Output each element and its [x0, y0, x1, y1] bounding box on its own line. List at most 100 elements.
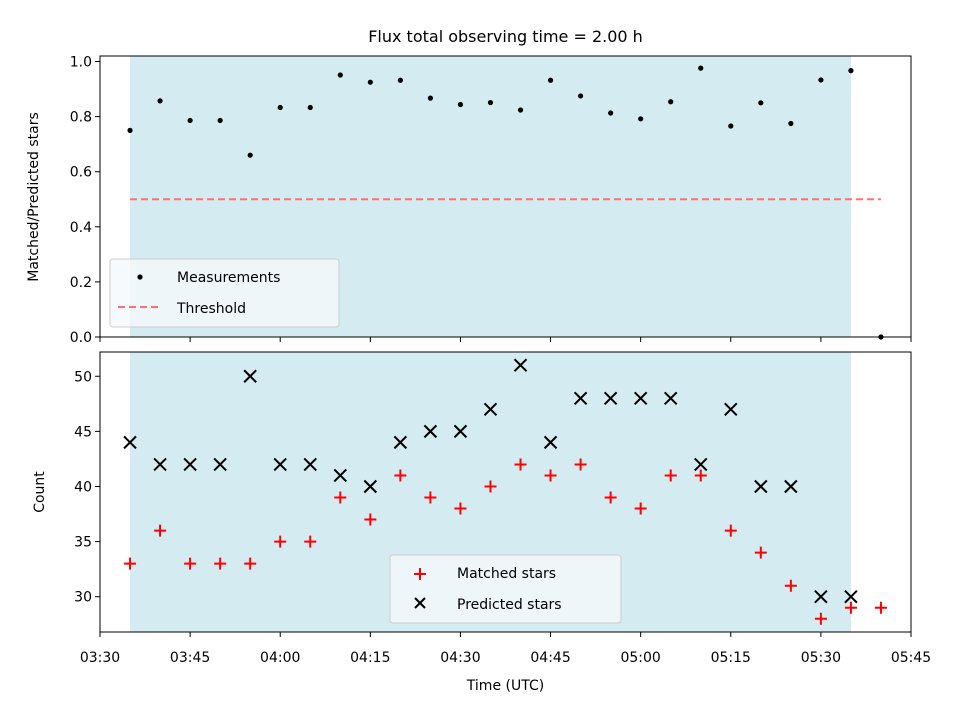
matched-star-point [514, 458, 527, 471]
matched-star-point [574, 458, 587, 471]
ratio-y-tick-label: 0.2 [70, 275, 92, 291]
measurement-point [758, 100, 764, 106]
measurement-point [788, 120, 794, 127]
x-tick-label: 05:00 [620, 650, 660, 666]
measurement-point [698, 65, 704, 71]
ratio-panel: 0.0 0.2 0.4 0.6 0.8 1.0 Matched/Predicted sta… [26, 55, 912, 346]
matched-star-point [244, 557, 257, 570]
count-y-tick-label: 35 [74, 535, 92, 551]
predicted-star-point [754, 479, 768, 494]
measurement-point [277, 104, 283, 111]
count-y-tick-label: 30 [74, 590, 92, 606]
legend-threshold-label: Threshold [176, 301, 246, 317]
predicted-star-point [814, 590, 828, 604]
matched-star-point [274, 535, 287, 548]
x-tick-label: 05:30 [801, 650, 841, 666]
matched-star-point [664, 469, 677, 482]
measurement-point [608, 110, 614, 116]
count-legend: Matched stars Predicted stars [389, 554, 622, 624]
measurement-point [638, 116, 644, 122]
measurement-point [517, 107, 524, 113]
x-axis-label: Time (UTC) [466, 678, 544, 694]
predicted-star-point [633, 391, 648, 406]
measurement-point [157, 98, 163, 104]
matched-star-point [544, 469, 557, 482]
measurement-point [848, 68, 854, 74]
matched-star-point [364, 513, 377, 526]
predicted-star-point [844, 590, 858, 604]
predicted-star-point [273, 457, 287, 472]
x-tick-label: 04:45 [530, 650, 570, 666]
predicted-star-point [483, 402, 498, 417]
count-panel: 30 35 40 45 50 03:30 03:45 04:00 04:15 04:30 04:4… [32, 351, 931, 694]
legend-measurements-label: Measurements [177, 270, 280, 286]
measurement-point [547, 77, 554, 83]
measurement-point [367, 79, 373, 85]
measurement-point [397, 77, 403, 83]
predicted-star-point [393, 435, 408, 450]
measurement-point [427, 95, 434, 101]
predicted-star-point [333, 468, 348, 483]
predicted-star-point [453, 424, 468, 439]
matched-star-point [304, 535, 317, 548]
ratio-y-tick-label: 0.8 [70, 110, 92, 126]
matched-star-point [334, 491, 347, 504]
legend-predicted-label: Predicted stars [457, 597, 562, 613]
measurement-point [247, 152, 253, 158]
matched-star-point [694, 469, 707, 482]
count-plot-frame [99, 351, 912, 633]
matched-star-point [874, 601, 887, 614]
legend-predicted-marker [414, 597, 426, 609]
matched-star-point [844, 601, 857, 614]
count-y-label: Count [32, 471, 48, 513]
count-y-tick-label: 45 [74, 424, 92, 440]
predicted-star-point [694, 457, 708, 472]
predicted-star-point [724, 402, 738, 417]
measurement-point [577, 93, 584, 99]
predicted-star-point [513, 358, 528, 372]
predicted-star-point [303, 457, 317, 472]
x-tick-label: 04:00 [260, 650, 300, 666]
measurement-point [127, 127, 133, 133]
measurement-point [217, 117, 223, 124]
legend-measurements-marker [137, 274, 143, 280]
measurement-point [487, 99, 494, 106]
matched-star-point [424, 491, 437, 504]
count-y-tick-label: 50 [74, 369, 92, 385]
x-tick-label: 05:45 [891, 650, 931, 666]
chart-title: Flux total observing time = 2.00 h [368, 27, 643, 46]
predicted-star-point [423, 424, 438, 439]
ratio-y-tick-label: 0.4 [70, 220, 92, 236]
matched-star-point [604, 491, 617, 504]
x-tick-label: 03:45 [170, 650, 210, 666]
predicted-star-point [784, 479, 798, 494]
predicted-star-point [123, 435, 137, 450]
predicted-star-point [153, 457, 167, 472]
matched-star-point [634, 502, 647, 515]
legend-matched-label: Matched stars [457, 566, 556, 582]
matched-star-point [724, 524, 737, 537]
legend-matched-marker [414, 568, 426, 580]
predicted-star-point [603, 391, 618, 406]
predicted-star-point [243, 369, 257, 383]
matched-star-point [154, 524, 167, 537]
x-tick-label: 04:30 [440, 650, 480, 666]
ratio-y-tick-label: 0.0 [70, 330, 92, 346]
measurement-point [337, 72, 343, 78]
predicted-star-point [663, 391, 678, 406]
matched-star-point [124, 557, 137, 570]
count-y-tick-label: 40 [74, 479, 92, 495]
matched-star-point [214, 557, 227, 570]
x-tick-label: 05:15 [711, 650, 751, 666]
measurement-point [728, 123, 734, 129]
matched-star-point [394, 469, 407, 482]
predicted-star-point [213, 457, 227, 472]
measurement-point [457, 101, 464, 108]
ratio-plot-frame [99, 55, 912, 338]
measurement-point [818, 77, 824, 83]
ratio-legend: Measurements Threshold [109, 258, 340, 328]
ratio-y-tick-label: 1.0 [70, 55, 92, 71]
predicted-star-point [543, 435, 558, 450]
predicted-star-point [573, 391, 588, 406]
